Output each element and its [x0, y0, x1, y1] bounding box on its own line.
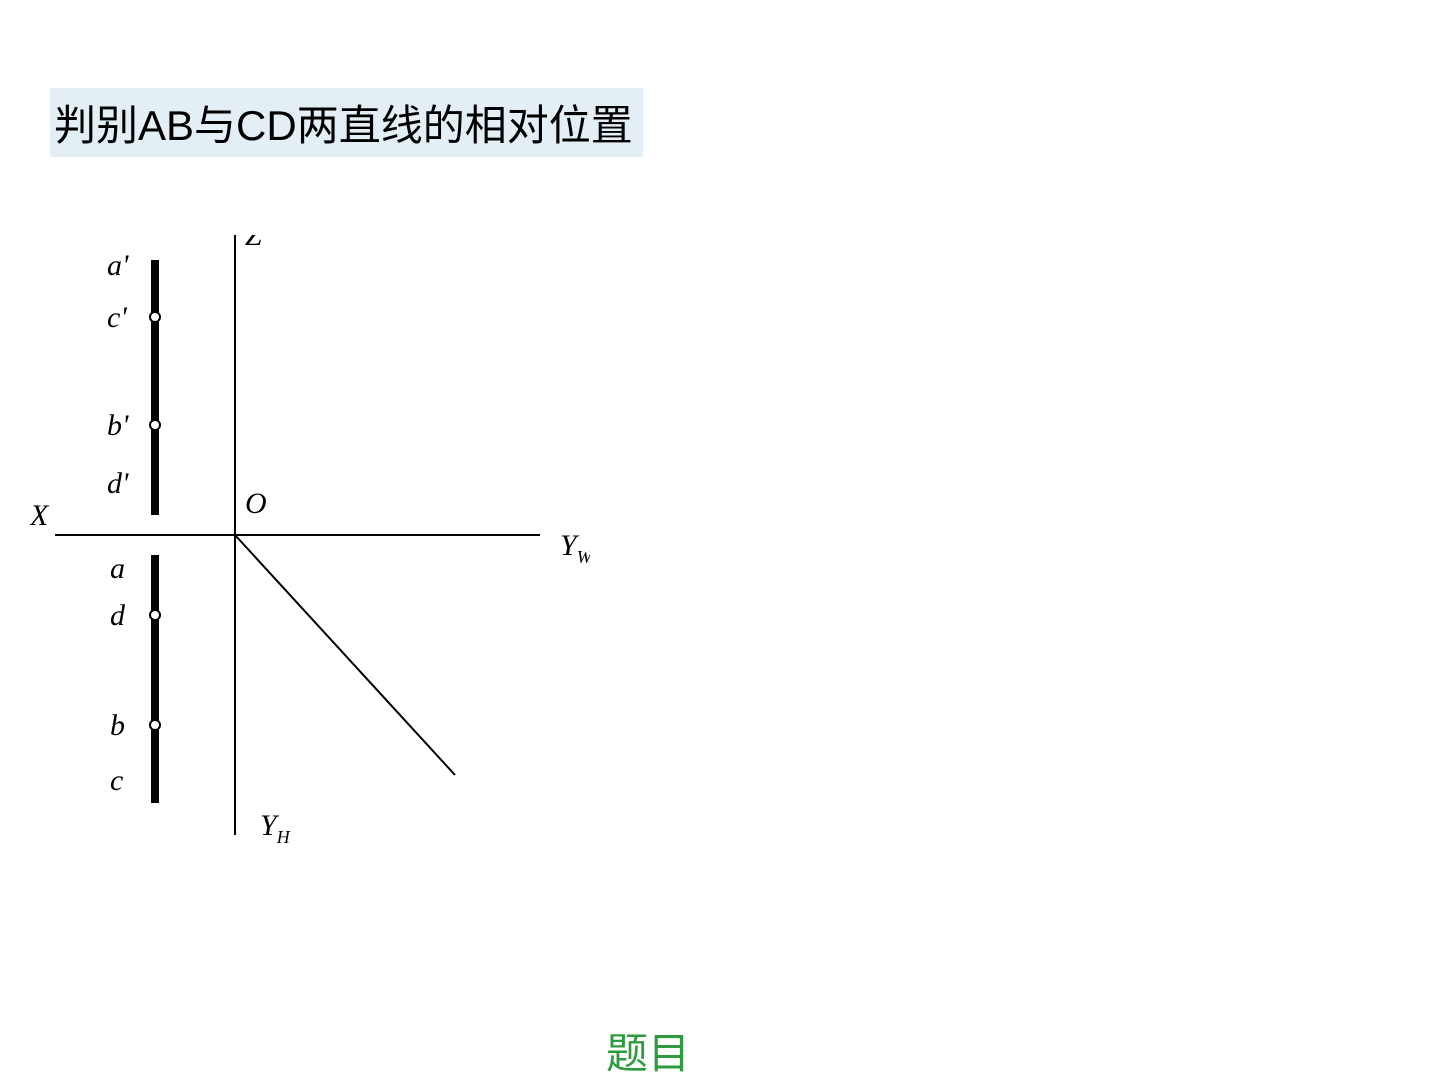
title-text: 判别AB与CD两直线的相对位置 [54, 102, 633, 149]
marker-b' [150, 420, 160, 430]
label-a: a [110, 552, 125, 585]
projection-diagram: a' c' b' d' ad bc X Z O YW YH [30, 235, 590, 875]
axis-label-o: O [245, 487, 267, 520]
axis-label-yw: YW [560, 529, 590, 567]
label-d: d [110, 599, 126, 632]
page-title: 判别AB与CD两直线的相对位置 [50, 88, 643, 157]
label-a': a' [107, 249, 129, 282]
axis-label-yh: YH [260, 809, 291, 847]
label-c': c' [107, 301, 127, 334]
diagram-svg: a' c' b' d' ad bc X Z O YW YH [30, 235, 590, 875]
marker-d [150, 610, 160, 620]
footer-label: 题目 [606, 1020, 690, 1081]
axis-label-z: Z [245, 235, 262, 252]
label-c: c [110, 764, 123, 797]
marker-c' [150, 312, 160, 322]
marker-b [150, 720, 160, 730]
label-b': b' [107, 409, 129, 442]
label-d': d' [107, 467, 129, 500]
footer-text: 题目 [606, 1030, 690, 1077]
label-b: b [110, 709, 125, 742]
axis-label-x: X [30, 499, 50, 532]
yw-diagonal [235, 535, 455, 775]
